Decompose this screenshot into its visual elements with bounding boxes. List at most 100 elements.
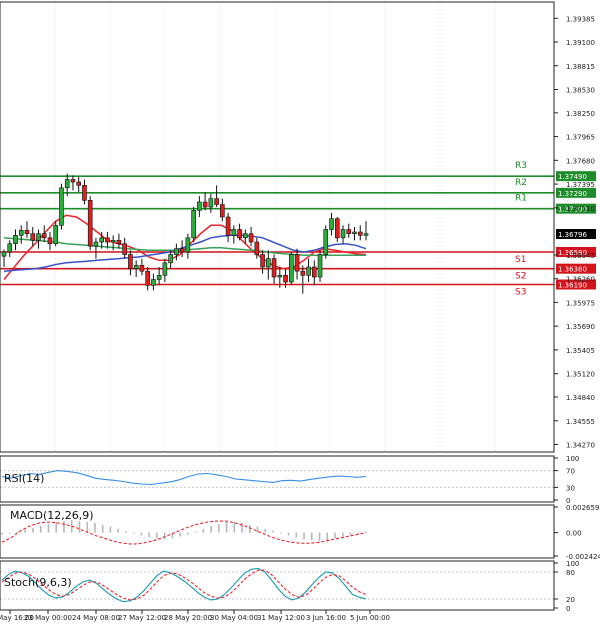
price-tick-label: 1.37680 — [566, 157, 595, 165]
time-tick-label: 24 May 08:00 — [72, 614, 120, 622]
candle-down — [334, 218, 340, 239]
candle-down — [24, 230, 30, 234]
candle-up — [13, 235, 18, 244]
candle-up — [53, 225, 59, 244]
price-tick-label: 1.38530 — [566, 87, 595, 95]
axis-labels: 1.39385 1.39100 1.38815 1.38530 1.38250 1.379… — [0, 15, 595, 622]
time-tick-label: 23 May 00:00 — [24, 614, 72, 622]
candle-up — [197, 201, 202, 211]
candle-down — [82, 185, 87, 201]
candle-down — [300, 270, 306, 276]
candle-down — [145, 270, 150, 286]
candle-down — [214, 198, 219, 205]
candle-down — [128, 254, 133, 269]
price-tick-label: 1.34270 — [566, 442, 595, 450]
time-tick-label: 27 May 12:00 — [118, 614, 166, 622]
candle-up — [168, 254, 173, 264]
candle-down — [202, 201, 208, 208]
moving-average-line — [3, 214, 367, 280]
price-tick-label: 1.39100 — [566, 39, 595, 47]
panel-frame-1 — [0, 455, 555, 503]
stoch-label: Stoch(9,6,3) — [4, 576, 72, 589]
candle-up — [329, 218, 334, 230]
stoch-tick-label: 20 — [566, 596, 575, 604]
price-tick-label: 1.36260 — [566, 276, 595, 284]
candle-up — [208, 198, 214, 208]
candle-up — [340, 229, 346, 239]
price-tick-label: 1.39385 — [566, 15, 595, 23]
rsi-tick-label: 100 — [566, 455, 579, 463]
level-price-box-r3 — [556, 171, 596, 182]
price-tick-label: 1.38815 — [566, 63, 595, 71]
macd-panel: 0.002659 0.00 -0.002424 MACD(12,26,9) — [1, 504, 600, 561]
candle-up — [266, 258, 271, 268]
candle-down — [294, 254, 300, 272]
price-tick-label: 1.35120 — [566, 371, 595, 379]
stoch-tick-label: 0 — [566, 605, 570, 613]
candle-up — [64, 179, 70, 189]
moving-average-line — [3, 234, 367, 272]
candle-down — [220, 204, 225, 218]
level-name-s3: S3 — [515, 288, 526, 298]
candle-up — [363, 233, 369, 236]
macd-signal-line — [1, 520, 367, 545]
candle-down — [248, 233, 254, 243]
candle-down — [179, 248, 185, 253]
macd-tick-label: 0.002659 — [566, 504, 599, 512]
macd-tick-label: -0.002424 — [566, 553, 600, 561]
price-tick-label: 1.35690 — [566, 323, 595, 331]
panel-frame-2 — [0, 504, 555, 559]
candle-down — [105, 237, 110, 243]
price-tick-label: 1.34555 — [566, 418, 595, 426]
stoch-tick-label: 100 — [566, 560, 579, 568]
stoch-signal-line — [1, 569, 367, 601]
rsi-tick-label: 30 — [566, 484, 575, 492]
candle-down — [357, 231, 363, 236]
candle-up — [174, 248, 179, 255]
time-tick-label: 30 May 04:00 — [210, 614, 258, 622]
current-price-label: 1.36796 — [558, 231, 587, 239]
macd-label: MACD(12,26,9) — [10, 509, 94, 522]
candle-up — [7, 243, 13, 253]
level-price-label-r2: 1.37290 — [558, 190, 587, 198]
rsi-line — [1, 470, 367, 486]
candle-up — [18, 230, 24, 236]
level-price-label-s1: 1.36580 — [558, 249, 587, 257]
rsi-panel: 100 70 30 0 RSI(14) — [0, 455, 579, 505]
candle-down — [76, 181, 81, 186]
candle-up — [93, 241, 99, 247]
moving-average-lines — [3, 214, 367, 280]
panel-frame-3 — [0, 560, 555, 611]
level-price-box-s2 — [556, 263, 596, 274]
level-price-box-s3 — [556, 279, 596, 290]
level-name-r1: R1 — [515, 194, 527, 204]
candle-up — [151, 279, 156, 286]
candle-up — [110, 240, 116, 243]
moving-average-line — [3, 237, 366, 257]
support-resistance-levels: R3 1.37490 R2 1.37290 R1 1.37100 S1 1.36580 S2 1.… — [0, 161, 596, 298]
candle-down — [237, 229, 242, 239]
candle-up — [231, 229, 237, 236]
candle-up — [317, 254, 323, 278]
candle-up — [191, 210, 196, 239]
candle-up — [352, 231, 357, 234]
level-price-box-r1 — [556, 203, 596, 214]
candle-up — [99, 237, 104, 243]
candle-down — [346, 229, 352, 234]
level-name-s2: S2 — [515, 272, 526, 282]
candle-down — [260, 254, 265, 268]
level-price-label-r3: 1.37490 — [558, 173, 587, 181]
price-tick-label: 1.36545 — [566, 252, 595, 260]
level-price-box-s1 — [556, 247, 596, 257]
rsi-tick-label: 70 — [566, 468, 575, 476]
candle-down — [283, 275, 288, 283]
candle-down — [47, 237, 53, 244]
rsi-tick-label: 0 — [566, 497, 570, 505]
candle-up — [162, 262, 168, 276]
candle-up — [36, 233, 41, 241]
candle-up — [277, 275, 283, 278]
level-price-label-s3: 1.36190 — [558, 282, 587, 290]
